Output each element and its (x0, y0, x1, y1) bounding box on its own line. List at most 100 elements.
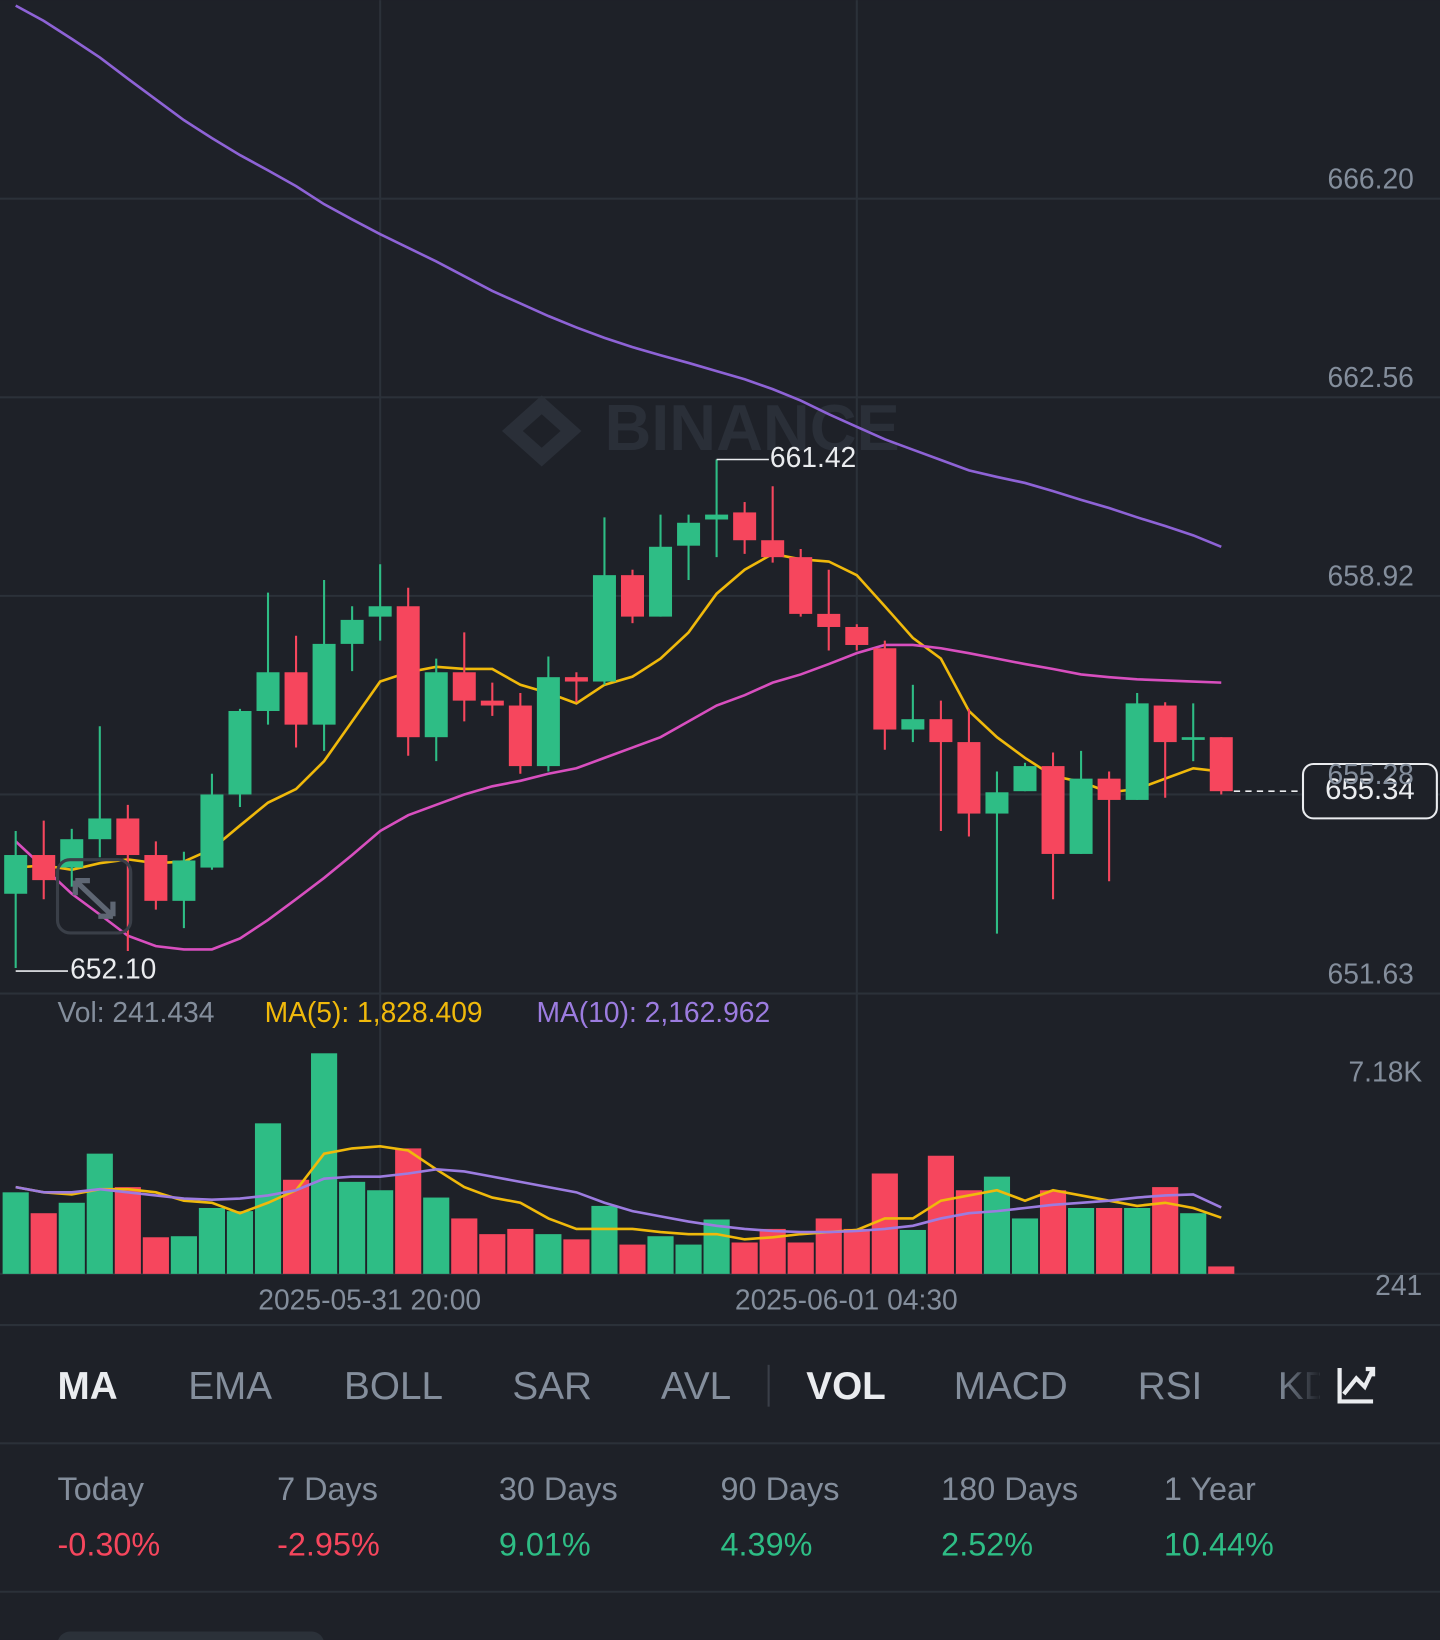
candle-body (1153, 705, 1177, 743)
volume-ma-line (15, 1144, 1222, 1241)
candle-body (536, 677, 560, 767)
y-tick-label: 662.56 (1328, 361, 1414, 393)
candle-body (172, 860, 196, 901)
candle-body (733, 512, 757, 541)
y-tick-label: 658.92 (1328, 560, 1414, 592)
candle-body (368, 606, 392, 617)
candle-body (200, 794, 224, 868)
period-change: 2.52% (941, 1526, 1033, 1562)
volume-bar (479, 1234, 506, 1274)
candle-body (929, 719, 953, 743)
candle-body (1125, 703, 1149, 800)
candle-body (957, 742, 981, 814)
volume-bar (30, 1213, 57, 1274)
volume-legend: MA(5): 1,828.409 (265, 996, 483, 1028)
period-label: 1 Year (1164, 1471, 1256, 1507)
volume-bar (787, 1242, 814, 1274)
watermark-text: BINANCE (604, 391, 899, 464)
volume-bar (395, 1148, 422, 1274)
candle-body (256, 672, 280, 711)
indicator-tab[interactable]: VOL (806, 1365, 886, 1408)
tab-fade (1277, 1349, 1320, 1433)
volume-bar (1208, 1266, 1235, 1274)
period-change: 4.39% (721, 1526, 813, 1562)
candle-body (1097, 778, 1121, 800)
chart-settings-button[interactable] (1337, 1366, 1376, 1404)
candle-body (116, 818, 140, 856)
volume-bar (58, 1202, 85, 1274)
volume-bar (114, 1187, 141, 1274)
volume-bar (1124, 1207, 1151, 1274)
last-price-box (1301, 762, 1438, 820)
indicator-tab[interactable]: AVL (661, 1365, 731, 1408)
volume-bar (731, 1242, 758, 1274)
indicator-tab[interactable]: EMA (188, 1365, 272, 1408)
volume-bar (451, 1218, 478, 1274)
candle-body (32, 855, 56, 881)
x-tick-label: 2025-06-01 04:30 (735, 1284, 958, 1316)
candle-body (620, 575, 644, 617)
volume-bar (591, 1205, 618, 1274)
volume-bar (675, 1244, 702, 1274)
candle-body (284, 672, 308, 725)
volume-bar (535, 1234, 562, 1274)
y-tick-label: 651.63 (1328, 957, 1414, 989)
candle-body (4, 855, 28, 894)
period-label: Today (58, 1471, 145, 1507)
y-tick-label: 666.20 (1328, 162, 1414, 194)
volume-bar (1011, 1218, 1039, 1274)
candle-body (144, 855, 168, 901)
indicator-tab[interactable]: MA (58, 1365, 118, 1408)
volume-bar (2, 1192, 29, 1274)
candle-body (649, 546, 673, 617)
volume-bar (843, 1228, 870, 1274)
volume-bar (198, 1207, 226, 1274)
candle-body (480, 700, 504, 706)
last-price-label: 655.34 (1325, 773, 1415, 806)
candle-body (592, 575, 616, 682)
volume-legend: Vol: 241.434 (58, 996, 215, 1028)
period-label: 90 Days (721, 1471, 840, 1507)
period-label: 180 Days (941, 1471, 1078, 1507)
expand-frame (55, 858, 133, 935)
candle-body (1209, 737, 1233, 792)
candle-body (396, 606, 420, 738)
volume-ma-line (15, 1168, 1222, 1234)
y-tick-label: 7.18K (1348, 1056, 1422, 1088)
volume-bar (170, 1236, 197, 1274)
volume-bar (703, 1219, 730, 1274)
volume-bar (899, 1229, 926, 1274)
indicator-tab[interactable]: MACD (954, 1365, 1068, 1408)
indicator-tab[interactable]: SAR (512, 1365, 592, 1408)
candle-body (312, 643, 336, 725)
candle-body (564, 677, 588, 682)
volume-bar (955, 1190, 983, 1274)
volume-bar (927, 1155, 954, 1274)
period-change: -2.95% (277, 1526, 380, 1562)
volume-bar (226, 1211, 254, 1274)
candle-body (88, 818, 112, 840)
volume-bar (1180, 1213, 1207, 1274)
volume-bar (142, 1237, 169, 1274)
chart-settings-icon (1337, 1366, 1376, 1404)
volume-bar (815, 1218, 842, 1274)
candle-body (817, 613, 841, 627)
volume-bar (647, 1236, 674, 1274)
candle-body (761, 540, 785, 558)
indicator-tab[interactable]: BOLL (344, 1365, 443, 1408)
volume-bar (563, 1239, 590, 1274)
x-tick-label: 2025-05-31 20:00 (258, 1284, 481, 1316)
volume-bar (1068, 1207, 1095, 1274)
expand-button[interactable] (55, 858, 133, 935)
volume-bar (367, 1190, 394, 1274)
candle-body (677, 522, 701, 546)
volume-bar (1152, 1187, 1179, 1274)
indicator-tab[interactable]: RSI (1138, 1365, 1202, 1408)
candle-body (845, 626, 869, 645)
max-label: 661.42 (770, 441, 856, 473)
bottom-panel (58, 1631, 324, 1640)
candle-body (424, 672, 448, 738)
candle-body (1041, 766, 1065, 854)
candle-body (1181, 737, 1205, 740)
